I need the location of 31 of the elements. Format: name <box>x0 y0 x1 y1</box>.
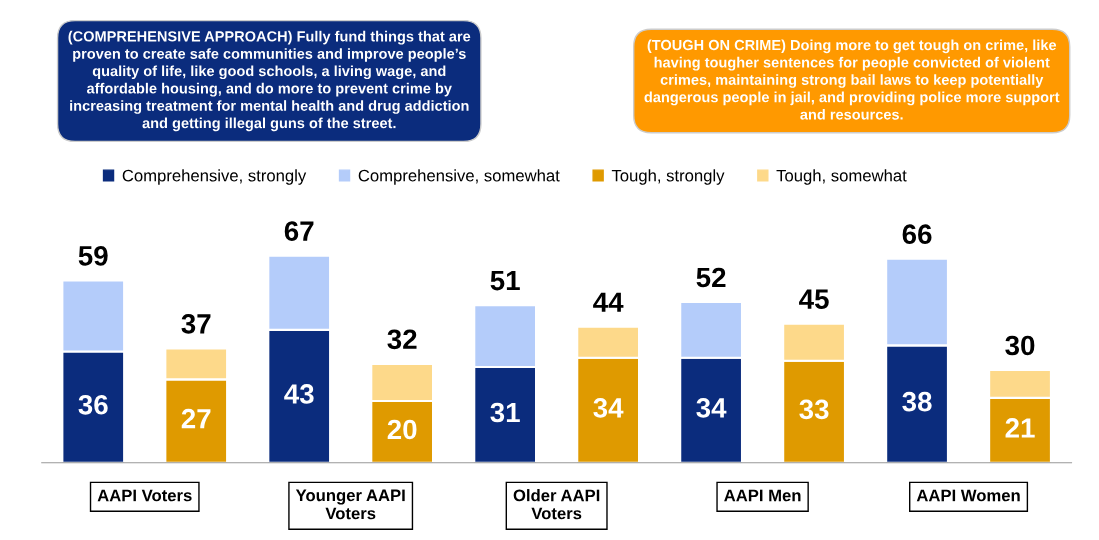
text: (TOUGH ON CRIME) Doing more to get tough on crime, like having tougher sentences for people convicted of violent crimes, maintaining strong bail laws to keep potentially dangerous people in jail, and providing police more support and resources. <box>644 39 1060 120</box>
total-label: 66 <box>902 224 932 245</box>
legend-label: Comprehensive, somewhat <box>358 169 560 185</box>
total-label: 45 <box>799 289 829 309</box>
text: AAPI Women <box>916 489 1020 502</box>
data-label: 27 <box>181 408 211 429</box>
total-label: 51 <box>490 271 520 291</box>
data-label: 34 <box>593 398 624 418</box>
data-label: 20 <box>387 419 417 440</box>
legend-label: Tough, somewhat <box>776 169 907 185</box>
data-label: 34 <box>696 398 727 418</box>
legend-label: Tough, strongly <box>611 169 725 185</box>
text: AAPI Men <box>724 489 801 502</box>
data-label: 38 <box>902 391 932 412</box>
total-label: 52 <box>696 267 726 288</box>
text: AAPI Voters <box>97 489 192 502</box>
data-label: 43 <box>284 384 314 404</box>
total-label: 59 <box>78 246 108 266</box>
total-label: 67 <box>284 221 314 241</box>
legend-label: Comprehensive, strongly <box>122 169 307 185</box>
data-label: 33 <box>799 399 829 420</box>
data-label: 36 <box>78 394 108 415</box>
text: Younger AAPI Voters <box>295 489 405 520</box>
total-label: 30 <box>1005 335 1035 356</box>
total-label: 37 <box>181 314 211 334</box>
text: (COMPREHENSIVE APPROACH) Fully fund things that are proven to create safe communities and improve people’s quality of life, like good schools, a living wage, and affordable housing, and do more to prevent crime by increasing treatment for mental health and drug addiction and getting illegal guns of the street. <box>68 30 471 132</box>
total-label: 44 <box>593 292 624 312</box>
data-label: 21 <box>1005 418 1035 438</box>
total-label: 32 <box>387 329 417 350</box>
text: Older AAPI Voters <box>513 489 600 520</box>
data-label: 31 <box>490 402 520 423</box>
